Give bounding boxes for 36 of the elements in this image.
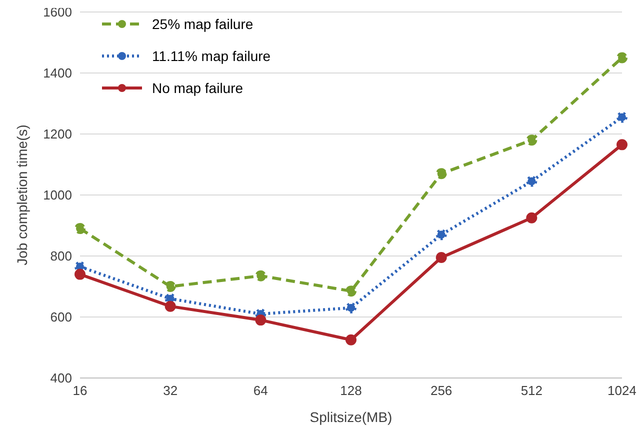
y-tick-label: 800 [50,248,72,264]
point [346,286,356,297]
point [255,314,266,326]
y-tick-label: 1400 [43,66,72,81]
point [436,252,447,264]
y-tick-label: 1200 [43,126,72,142]
y-tick-label: 600 [50,310,72,325]
y-axis-title: Job completion time(s) [14,124,30,266]
point [164,300,176,312]
point [346,302,356,314]
x-tick-label: 1024 [608,383,636,398]
point [526,176,538,187]
x-tick-label: 256 [430,383,452,398]
point [526,134,538,146]
x-axis-title: Splitsize(MB) [310,409,392,425]
y-tick-label: 400 [50,370,72,386]
legend-label: No map failure [152,80,244,96]
point [346,334,356,346]
x-tick-label: 64 [253,383,268,398]
point [616,139,628,150]
point [616,52,628,64]
point [255,270,266,282]
point [436,229,447,240]
x-tick-label: 32 [163,383,178,398]
point [616,112,628,123]
legend-label: 25% map failure [152,16,254,32]
x-tick-label: 16 [72,383,88,398]
point [164,281,176,292]
point [526,212,538,224]
point [74,268,86,280]
x-tick-label: 512 [520,383,543,398]
point [436,168,447,180]
point [74,223,86,234]
legend-label: 11.11% map failure [152,48,271,64]
y-tick-label: 1000 [43,188,72,203]
x-tick-label: 128 [340,383,362,398]
